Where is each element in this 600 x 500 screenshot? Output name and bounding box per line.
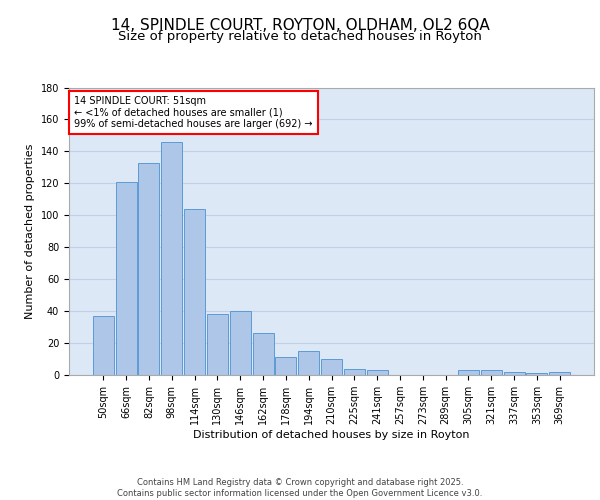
Bar (549, 372, 570, 375)
Bar (275, 358, 296, 375)
Bar (139, 162, 160, 375)
Bar (344, 368, 365, 375)
Bar (481, 370, 502, 375)
Bar (161, 142, 182, 375)
Text: Size of property relative to detached houses in Royton: Size of property relative to detached ho… (118, 30, 482, 43)
Bar (367, 370, 388, 375)
Bar (321, 359, 342, 375)
Bar (458, 370, 479, 375)
Y-axis label: Number of detached properties: Number of detached properties (25, 144, 35, 319)
Bar (230, 311, 251, 375)
X-axis label: Distribution of detached houses by size in Royton: Distribution of detached houses by size … (193, 430, 470, 440)
Bar (116, 182, 137, 375)
Bar (93, 316, 114, 375)
Text: Contains HM Land Registry data © Crown copyright and database right 2025.
Contai: Contains HM Land Registry data © Crown c… (118, 478, 482, 498)
Bar (184, 209, 205, 375)
Text: 14, SPINDLE COURT, ROYTON, OLDHAM, OL2 6QA: 14, SPINDLE COURT, ROYTON, OLDHAM, OL2 6… (110, 18, 490, 32)
Text: 14 SPINDLE COURT: 51sqm
← <1% of detached houses are smaller (1)
99% of semi-det: 14 SPINDLE COURT: 51sqm ← <1% of detache… (74, 96, 313, 130)
Bar (253, 334, 274, 375)
Bar (207, 314, 228, 375)
Bar (503, 372, 524, 375)
Bar (526, 374, 547, 375)
Bar (298, 351, 319, 375)
